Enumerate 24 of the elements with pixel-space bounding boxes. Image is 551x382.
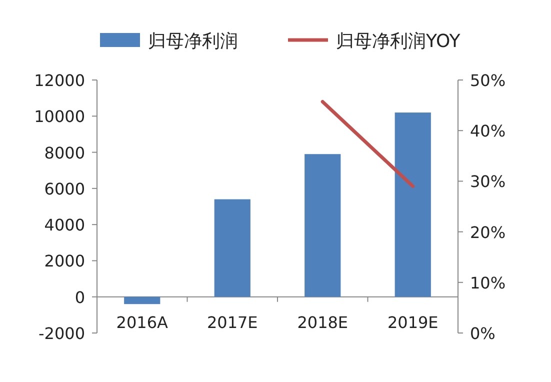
legend-label: 归母净利润YOY [336,31,462,52]
x-tick-label: 2017E [206,312,258,332]
y-tick-label: 6000 [44,179,85,198]
legend-label: 归母净利润 [148,31,238,52]
y-tick-label: 10000 [34,107,85,126]
y-tick-label: 4000 [44,216,85,235]
y2-tick-label: 40% [470,122,506,141]
x-tick-label: 2016A [116,312,168,332]
bar [304,154,341,297]
bar [214,199,250,297]
x-tick-label: 2018E [297,312,348,332]
y-tick-label: 2000 [44,252,85,271]
y-tick-label: 8000 [44,143,85,162]
bar [124,296,160,304]
y-tick-label: 12000 [34,71,85,90]
y-tick-label: 0 [74,288,85,307]
y-tick-label: -2000 [38,324,85,343]
bar [394,112,431,297]
y2-tick-label: 20% [470,222,506,242]
y2-tick-label: 50% [470,71,506,90]
y2-tick-label: 0% [470,324,496,343]
y2-tick-label: 30% [470,172,506,192]
x-tick-label: 2019E [387,312,438,332]
y2-tick-label: 10% [470,273,506,292]
